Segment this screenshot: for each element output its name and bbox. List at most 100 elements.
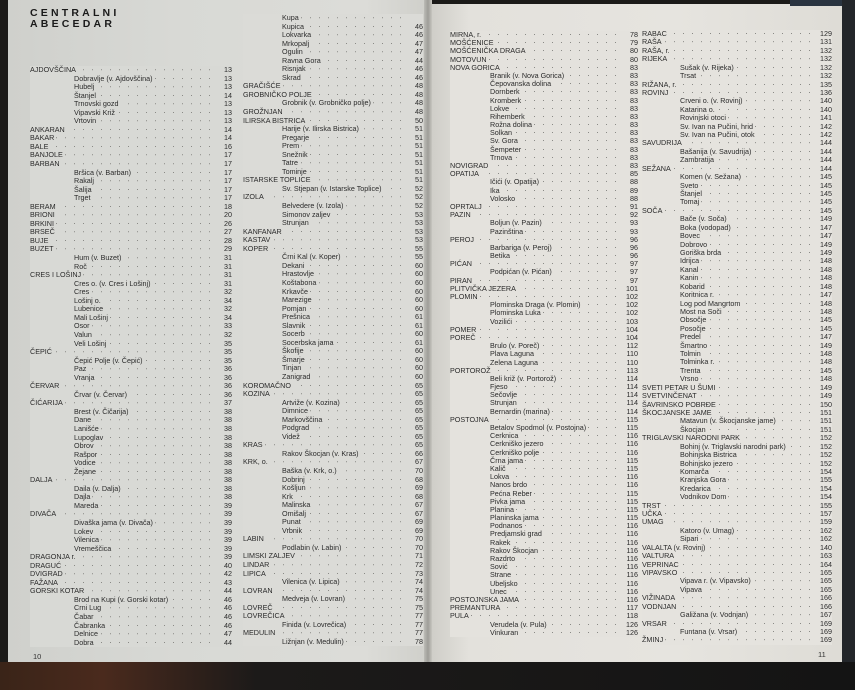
dot-leader	[680, 341, 814, 350]
entry-page: 103	[626, 316, 638, 326]
entry-name: Lanišće	[74, 423, 101, 434]
dot-leader	[282, 22, 405, 31]
entry-name: ŠAVRINSKO POBRĐE	[642, 399, 718, 409]
index-entry: GROBNIČKO POLJE 48	[243, 90, 423, 100]
entry-page: 140	[820, 104, 832, 114]
index-subentry: Lokve 83	[450, 103, 638, 113]
entry-page: 169	[820, 626, 832, 636]
entry-name: Cerkniško jezero	[490, 439, 546, 449]
entry-name: Črna jama	[490, 455, 526, 465]
entry-page: 75	[415, 594, 423, 604]
entry-name: Dane	[74, 415, 94, 425]
dot-leader	[74, 450, 214, 459]
index-entry: DIVAČA 39	[30, 510, 232, 519]
entry-page: 14	[224, 133, 232, 143]
entry-name: Daila (v. Dalja)	[74, 483, 123, 494]
entry-name: Osor	[74, 321, 92, 331]
entry-page: 36	[224, 372, 232, 382]
index-subentry: Slavnik 61	[243, 321, 423, 331]
dot-leader	[74, 501, 214, 510]
entry-name: Beli križ (v. Portorož)	[490, 373, 559, 384]
entry-page: 148	[820, 264, 832, 274]
entry-page: 48	[415, 98, 423, 108]
entry-page: 36	[224, 381, 232, 391]
entry-page: 145	[820, 365, 832, 375]
entry-page: 60	[415, 269, 423, 279]
entry-name: DALJA	[30, 475, 55, 485]
dot-leader	[680, 97, 814, 105]
entry-name: DRAGONJA r.	[30, 552, 78, 562]
entry-name: Fjeso	[490, 382, 510, 392]
entry-name: Lokvarka	[282, 30, 314, 40]
entry-name: Obsočje	[680, 315, 709, 325]
index-subentry: Brulo (v. Poreč) 112	[450, 341, 638, 351]
index-subentry: Koritnica r. 147	[642, 290, 832, 300]
entry-page: 116	[626, 472, 638, 482]
entry-name: RAŠA	[642, 37, 664, 47]
entry-page: 60	[415, 354, 423, 364]
entry-name: Sv. Ivan na Pučini, hrid	[680, 121, 755, 132]
entry-name: Funtana (v. Vrsar)	[680, 626, 740, 637]
entry-page: 74	[415, 585, 423, 595]
index-subentry: Dobrinj 68	[243, 475, 423, 485]
dot-leader	[642, 518, 814, 526]
entry-name: Hum (v. Buzet)	[74, 253, 124, 263]
index-entry: BRSEČ 27	[30, 228, 232, 237]
entry-name: Bohinjsko jezero	[680, 458, 735, 468]
entry-name: Betalov Spodmol (v. Postojna)	[490, 423, 589, 433]
entry-name: Lubenice	[74, 304, 106, 314]
entry-name: POREČ	[450, 332, 478, 343]
dot-leader	[243, 90, 405, 99]
entry-name: Rakalj	[74, 176, 96, 186]
entry-name: Obrov	[74, 441, 96, 451]
entry-name: PLITVIČKA JEZERA	[450, 283, 518, 294]
entry-name: Škocjan	[680, 424, 708, 435]
dot-leader	[450, 333, 620, 342]
entry-page: 38	[224, 449, 232, 459]
entry-name: Črvar (v. Červar)	[74, 389, 129, 400]
dot-leader	[490, 219, 620, 227]
entry-name: Skrad	[282, 72, 303, 83]
index-subentry: Funtana (v. Vrsar) 169	[642, 626, 832, 637]
entry-name: BRSEČ	[30, 227, 57, 237]
index-subentry: Prešnica 61	[243, 313, 423, 322]
entry-name: RIJEKA	[642, 54, 670, 64]
entry-name: Bršica (v. Barban)	[74, 167, 133, 178]
entry-name: Vrsno	[680, 374, 701, 384]
dot-leader	[680, 451, 814, 459]
index-subentry: Črni Kal (v. Koper) 55	[243, 253, 423, 262]
entry-page: 145	[820, 323, 832, 333]
index-subentry: Črvar (v. Červar) 36	[30, 389, 232, 400]
dot-leader	[642, 38, 814, 46]
entry-name: Medveja (v. Lovran)	[282, 594, 347, 604]
dot-leader	[490, 432, 620, 440]
entry-name: Strunjan	[282, 218, 311, 228]
entry-page: 31	[224, 253, 232, 263]
entry-name: VIPAVSKO	[642, 568, 680, 578]
entry-name: Planina	[490, 504, 516, 515]
entry-name: Roč	[74, 261, 89, 272]
dot-leader	[450, 31, 620, 39]
entry-page: 116	[626, 439, 638, 449]
index-entry: POSTOJNSKA JAMA 116	[450, 595, 638, 605]
entry-name: Planinska jama	[490, 513, 541, 523]
entry-page: 83	[630, 161, 638, 170]
index-subentry: Sović 116	[450, 562, 638, 572]
index-subentry: Fjeso 114	[450, 382, 638, 392]
dot-leader	[282, 73, 405, 82]
entry-page: 102	[626, 292, 638, 301]
entry-page: 39	[224, 517, 232, 527]
dot-leader	[642, 30, 814, 38]
entry-page: 147	[820, 231, 832, 241]
dot-leader	[282, 142, 405, 150]
entry-page: 50	[415, 115, 423, 125]
dot-leader	[282, 543, 405, 552]
entry-name: Sušak (v. Rijeka)	[680, 62, 736, 73]
entry-page: 44	[415, 55, 423, 65]
index-subentry: Kalič 115	[450, 464, 638, 474]
entry-page: 46	[415, 64, 423, 74]
entry-page: 83	[630, 103, 638, 113]
dot-leader	[642, 510, 814, 518]
entry-page: 150	[820, 399, 832, 409]
index-subentry: Daila (v. Dalja) 38	[30, 483, 232, 494]
